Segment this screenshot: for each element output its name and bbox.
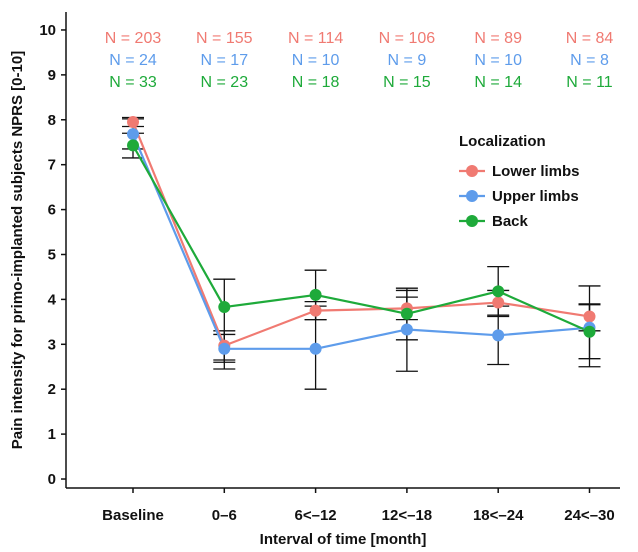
n-label: N = 84 (566, 30, 614, 47)
legend-label: Lower limbs (492, 163, 580, 180)
y-tick-label: 4 (48, 291, 57, 308)
data-point-upper-limbs (400, 323, 413, 336)
x-tick-label: 24<–30 (564, 507, 614, 524)
data-point-back (127, 139, 139, 152)
y-tick-label: 8 (48, 112, 56, 129)
data-point-upper-limbs (309, 342, 322, 355)
n-label: N = 23 (201, 74, 249, 91)
series-line-lower-limbs (131, 121, 590, 347)
data-point-lower-limbs (583, 310, 596, 323)
n-label: N = 11 (566, 74, 613, 91)
y-tick-label: 10 (39, 22, 56, 39)
data-point-back (309, 288, 322, 301)
legend-label: Upper limbs (492, 188, 579, 205)
legend-key-marker (466, 165, 478, 177)
n-label: N = 10 (474, 52, 522, 69)
x-ticks: Baseline 0–6 6<–12 12<–18 18<–24 24<–30 (102, 488, 615, 524)
n-label: N = 10 (292, 52, 340, 69)
legend-title: Localization (459, 133, 546, 150)
axes (65, 12, 620, 489)
y-ticks: 0 1 2 3 4 5 6 7 8 9 10 (39, 22, 66, 488)
y-axis-title: Pain intensity for primo-implanted subje… (9, 51, 26, 449)
data-point-lower-limbs (492, 296, 505, 309)
n-label: N = 9 (388, 52, 427, 69)
y-tick-label: 5 (48, 246, 56, 263)
n-label: N = 8 (570, 52, 609, 69)
data-point-upper-limbs (492, 329, 505, 342)
n-label: N = 114 (288, 30, 343, 47)
x-tick-label: 0–6 (212, 507, 237, 524)
n-label: N = 14 (474, 74, 522, 91)
n-label: N = 15 (383, 74, 431, 91)
legend-key-marker (466, 215, 478, 227)
legend: Localization Lower limbs Upper limbs Back (459, 133, 580, 230)
data-point-back (583, 325, 596, 338)
n-label: N = 155 (196, 30, 253, 47)
x-axis-title: Interval of time [month] (260, 531, 427, 548)
x-tick-label: 6<–12 (295, 507, 337, 524)
data-point-lower-limbs (309, 304, 322, 317)
n-label: N = 33 (109, 74, 157, 91)
n-label: N = 203 (105, 30, 162, 47)
y-tick-label: 1 (48, 426, 56, 443)
y-tick-label: 0 (48, 471, 56, 488)
sample-size-labels: N = 203 N = 155 N = 114 N = 106 N = 89 N = 84… (105, 30, 614, 91)
x-tick-label: 12<–18 (382, 507, 432, 524)
data-point-upper-limbs (218, 342, 231, 355)
x-tick-label: 18<–24 (473, 507, 524, 524)
data-point-back (400, 307, 413, 320)
y-tick-label: 3 (48, 336, 56, 353)
y-tick-label: 7 (48, 157, 56, 174)
n-label: N = 106 (379, 30, 436, 47)
n-label: N = 17 (201, 52, 249, 69)
data-point-back (492, 285, 505, 298)
n-label: N = 89 (474, 30, 522, 47)
y-tick-label: 9 (48, 67, 56, 84)
series-line-upper-limbs (131, 133, 590, 350)
data-point-back (218, 301, 231, 314)
series-line-back (132, 144, 590, 333)
data-point-upper-limbs (127, 128, 139, 141)
y-tick-label: 6 (48, 202, 56, 219)
n-label: N = 18 (292, 74, 340, 91)
n-label: N = 24 (109, 52, 157, 69)
legend-key-marker (466, 190, 478, 202)
series-layer (122, 116, 601, 390)
y-tick-label: 2 (48, 381, 56, 398)
data-point-lower-limbs (127, 116, 139, 129)
x-tick-label: Baseline (102, 507, 164, 524)
legend-label: Back (492, 213, 529, 230)
